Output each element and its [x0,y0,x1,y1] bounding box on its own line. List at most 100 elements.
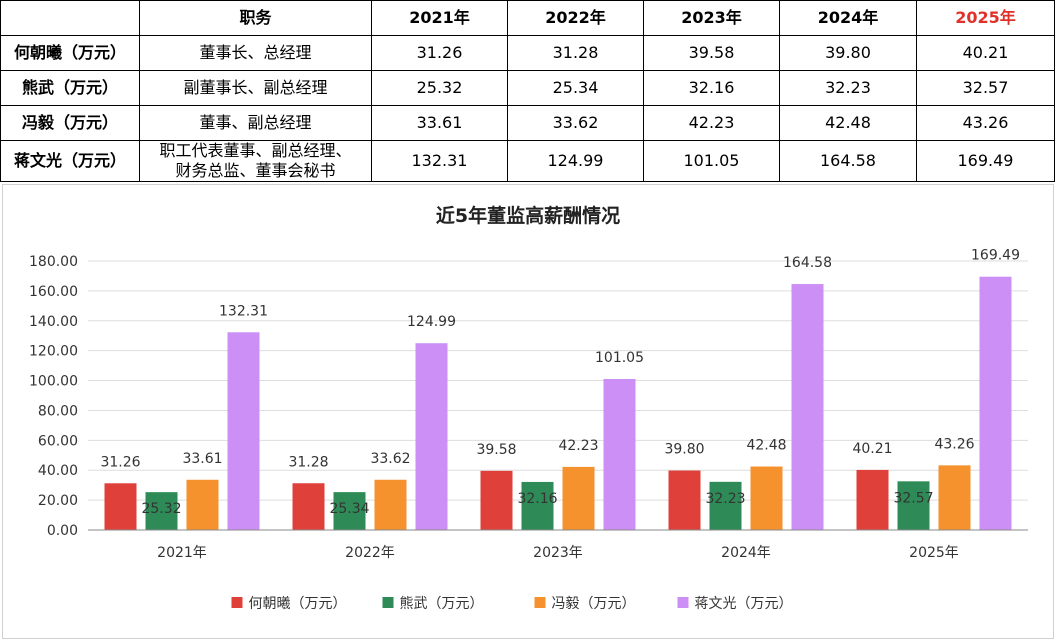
value-cell: 132.31 [371,140,508,182]
bar [938,465,971,530]
x-tick-label: 2024年 [721,545,771,561]
value-cell: 39.80 [779,35,917,71]
bar-value-label: 25.32 [141,501,181,517]
person-name: 冯毅（万元） [0,105,140,141]
value-cell: 32.16 [643,70,780,106]
chart-legend: 何朝曦（万元） 熊武（万元） 冯毅（万元） 蒋文光（万元） [231,595,793,612]
bar [856,469,889,530]
value-cell: 124.99 [507,140,644,182]
bar [603,378,636,530]
legend-swatch [231,597,243,608]
table-row: 熊武（万元） 副董事长、副总经理 25.32 25.34 32.16 32.23… [0,70,1055,106]
value-cell: 101.05 [643,140,780,182]
x-tick-label: 2025年 [909,545,959,561]
bar-value-label: 25.34 [329,501,369,517]
value-cell: 32.57 [916,70,1055,106]
role-line: 副董事长、副总经理 [183,78,328,97]
value-cell: 40.21 [916,35,1055,71]
value-cell: 39.58 [643,35,780,71]
bar-value-label: 164.58 [783,255,832,271]
table-row: 蒋文光（万元） 职工代表董事、副总经理、 财务总监、董事会秘书 132.31 1… [0,140,1055,182]
y-tick-label: 20.00 [38,493,78,509]
chart-x-axis: 2021年 2022年 2023年 2024年 2025年 [88,529,1028,561]
bar-value-label: 31.28 [288,454,328,470]
role-line: 财务总监、董事会秘书 [175,161,336,180]
person-name: 熊武（万元） [0,70,140,106]
bar-value-label: 101.05 [595,350,644,366]
salary-chart: 近5年董监高薪酬情况 0.00 20.00 40.00 60.00 80.00 100.0… [2,184,1054,639]
y-tick-label: 40.00 [38,463,78,479]
legend-swatch [677,597,689,608]
value-cell: 33.61 [371,105,508,141]
bar [562,466,595,530]
value-cell: 25.32 [371,70,508,106]
bar-value-label: 33.61 [182,451,222,467]
value-cell: 42.48 [779,105,917,141]
y-tick-label: 100.00 [29,374,78,390]
role-line: 职工代表董事、副总经理、 [159,141,352,160]
person-role: 副董事长、副总经理 [139,70,372,106]
table-row: 何朝曦（万元） 董事长、总经理 31.26 31.28 39.58 39.80 … [0,35,1055,71]
header-year-2023: 2023年 [643,0,780,36]
bar [374,479,407,530]
y-tick-label: 80.00 [38,403,78,419]
bar-value-label: 124.99 [407,314,456,330]
x-tick-label: 2023年 [533,545,583,561]
bar [668,470,701,530]
bar-value-label: 39.80 [664,442,704,458]
role-line: 董事长、总经理 [199,43,312,62]
value-cell: 31.26 [371,35,508,71]
legend-label: 蒋文光（万元） [695,596,793,612]
header-year-2024: 2024年 [779,0,917,36]
chart-bars [104,276,1012,530]
bar [186,479,219,530]
value-cell: 32.23 [779,70,917,106]
salary-table: 职务 2021年 2022年 2023年 2024年 2025年 何朝曦（万元）… [0,0,1055,182]
bar [145,492,178,530]
header-corner-cell [0,0,140,36]
role-line: 董事、副总经理 [199,113,312,132]
bar-value-label: 42.48 [746,438,786,454]
bar-value-label: 42.23 [558,438,598,454]
bar [709,481,742,530]
bar [979,276,1012,530]
value-cell: 169.49 [916,140,1055,182]
y-tick-label: 180.00 [29,254,78,270]
table-row: 冯毅（万元） 董事、副总经理 33.61 33.62 42.23 42.48 4… [0,105,1055,141]
bar-value-label: 32.16 [517,491,557,507]
person-name: 蒋文光（万元） [0,140,140,182]
person-role: 董事长、总经理 [139,35,372,71]
bar [292,483,325,530]
y-tick-label: 140.00 [29,314,78,330]
bar-value-label: 33.62 [370,451,410,467]
header-year-2025: 2025年 [916,0,1055,36]
bar-value-label: 169.49 [971,248,1020,264]
value-cell: 25.34 [507,70,644,106]
bar-value-label: 43.26 [934,436,974,452]
y-tick-label: 120.00 [29,344,78,360]
header-year-2022: 2022年 [507,0,644,36]
bar [791,284,824,530]
table-header-row: 职务 2021年 2022年 2023年 2024年 2025年 [0,0,1055,36]
bar [227,332,260,530]
bar [521,481,554,530]
bar [333,492,366,530]
bar-value-label: 39.58 [476,442,516,458]
legend-label: 冯毅（万元） [552,595,636,612]
bar-value-label: 40.21 [852,441,892,457]
y-tick-label: 60.00 [38,433,78,449]
value-cell: 31.28 [507,35,644,71]
legend-label: 何朝曦（万元） [249,596,347,612]
value-cell: 164.58 [779,140,917,182]
header-role: 职务 [139,0,372,36]
bar [897,481,930,530]
value-cell: 42.23 [643,105,780,141]
legend-swatch [534,597,546,608]
bar [750,466,783,530]
bar-value-label: 32.57 [893,490,933,506]
y-tick-label: 160.00 [29,284,78,300]
bar-value-label: 31.26 [100,454,140,470]
value-cell: 33.62 [507,105,644,141]
chart-canvas: 近5年董监高薪酬情况 0.00 20.00 40.00 60.00 80.00 100.0… [29,204,1028,612]
legend-label: 熊武（万元） [400,596,484,612]
